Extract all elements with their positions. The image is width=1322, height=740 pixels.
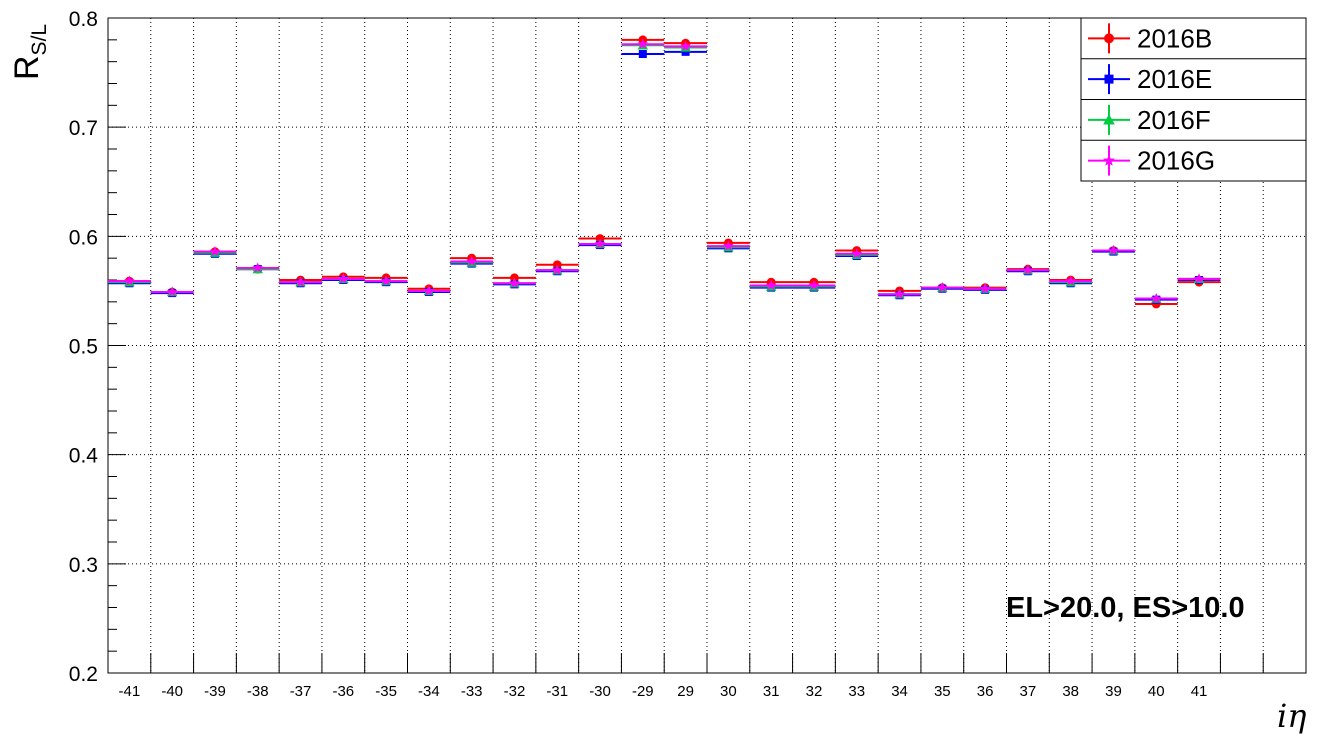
data-point: [637, 38, 649, 49]
x-axis: -41 -40 -39 -38 -37 -36 -35 -34 -33 -32 -31 -30 -29 2…: [119, 653, 1264, 700]
data-point: [380, 275, 392, 286]
y-tick-label: 0.4: [69, 445, 99, 468]
data-point: [681, 47, 690, 56]
data-point: [1150, 292, 1162, 304]
legend-label: 2016B: [1137, 23, 1212, 53]
legend-marker: [1104, 74, 1114, 84]
legend-entry-2016B: 2016B: [1088, 23, 1212, 54]
x-tick-label: -29: [632, 683, 654, 700]
x-tick-label: 40: [1148, 683, 1165, 700]
x-tick-label: 37: [1020, 683, 1037, 700]
x-tick-label: 33: [848, 683, 865, 700]
data-point: [423, 285, 435, 296]
data-point: [937, 282, 948, 293]
x-tick-label: -37: [290, 683, 312, 700]
y-tick-label: 0.3: [69, 554, 98, 577]
data-point: [166, 286, 178, 297]
x-tick-label: -30: [589, 683, 611, 700]
data-point: [1065, 275, 1076, 286]
data-point: [723, 240, 734, 251]
data-point: [209, 246, 221, 257]
x-tick-label: 31: [763, 683, 780, 700]
x-tick-label: 36: [977, 683, 994, 700]
x-tick-label: 39: [1105, 683, 1122, 700]
y-tick-label: 0.7: [69, 117, 98, 140]
x-tick-label: -38: [247, 683, 269, 700]
x-tick-label: -33: [461, 683, 483, 700]
annotation-label: EL>20.0, ES>10.0: [1006, 592, 1245, 624]
data-point: [252, 262, 264, 273]
legend-marker: [1103, 114, 1115, 125]
y-axis: 0.2 0.3 0.4 0.5 0.6 0.7 0.8: [69, 8, 126, 686]
data-point: [808, 279, 820, 290]
legend-marker: [1103, 154, 1115, 166]
x-tick-label: 38: [1062, 683, 1079, 700]
y-tick-label: 0.2: [69, 663, 98, 686]
x-tick-label: 34: [891, 683, 908, 700]
x-tick-label: 30: [720, 683, 737, 700]
data-point: [979, 283, 991, 294]
data-point: [124, 275, 135, 286]
x-tick-label: 29: [677, 683, 694, 700]
x-tick-label: 41: [1191, 683, 1208, 700]
y-axis-label: RS/L: [8, 24, 51, 80]
data-point: [638, 50, 647, 59]
y-tick-label: 0.5: [69, 336, 98, 359]
data-point: [1193, 273, 1205, 284]
x-tick-label: 35: [934, 683, 951, 700]
series-2016G: [108, 38, 1221, 304]
x-tick-label: -36: [332, 683, 354, 700]
legend-label: 2016G: [1137, 146, 1215, 176]
data-point: [1108, 244, 1119, 256]
legend: 2016B 2016E 2016F 2016G: [1080, 17, 1307, 182]
data-point: [551, 264, 563, 275]
data-point: [509, 277, 520, 288]
x-tick-label: -31: [546, 683, 568, 700]
series-2016F: [108, 40, 1221, 303]
data-point: [594, 238, 606, 249]
x-tick-label: -35: [375, 683, 397, 700]
data-point: [851, 248, 863, 259]
series-layer: [108, 35, 1221, 309]
legend-label: 2016F: [1137, 105, 1211, 135]
x-tick-label: -39: [204, 683, 226, 700]
legend-entry-2016F: 2016F: [1088, 104, 1211, 135]
legend-label: 2016E: [1137, 64, 1212, 94]
x-tick-label: -34: [418, 683, 440, 700]
x-tick-label: -40: [161, 683, 183, 700]
data-point: [295, 276, 306, 287]
y-tick-label: 0.6: [69, 226, 98, 249]
data-point: [894, 288, 905, 299]
data-point: [765, 279, 777, 290]
data-point: [1022, 264, 1034, 275]
legend-marker: [1104, 33, 1114, 44]
data-point: [466, 255, 477, 266]
y-tick-label: 0.8: [69, 8, 98, 31]
legend-entry-2016G: 2016G: [1088, 145, 1215, 176]
x-axis-label: iη: [1277, 697, 1306, 735]
data-point: [338, 273, 349, 284]
data-point: [680, 40, 691, 51]
svg-text:RS/L: RS/L: [8, 24, 51, 80]
x-tick-label: -41: [119, 683, 141, 700]
x-tick-label: -32: [504, 683, 526, 700]
x-tick-label: 32: [806, 683, 823, 700]
legend-entry-2016E: 2016E: [1088, 64, 1212, 95]
